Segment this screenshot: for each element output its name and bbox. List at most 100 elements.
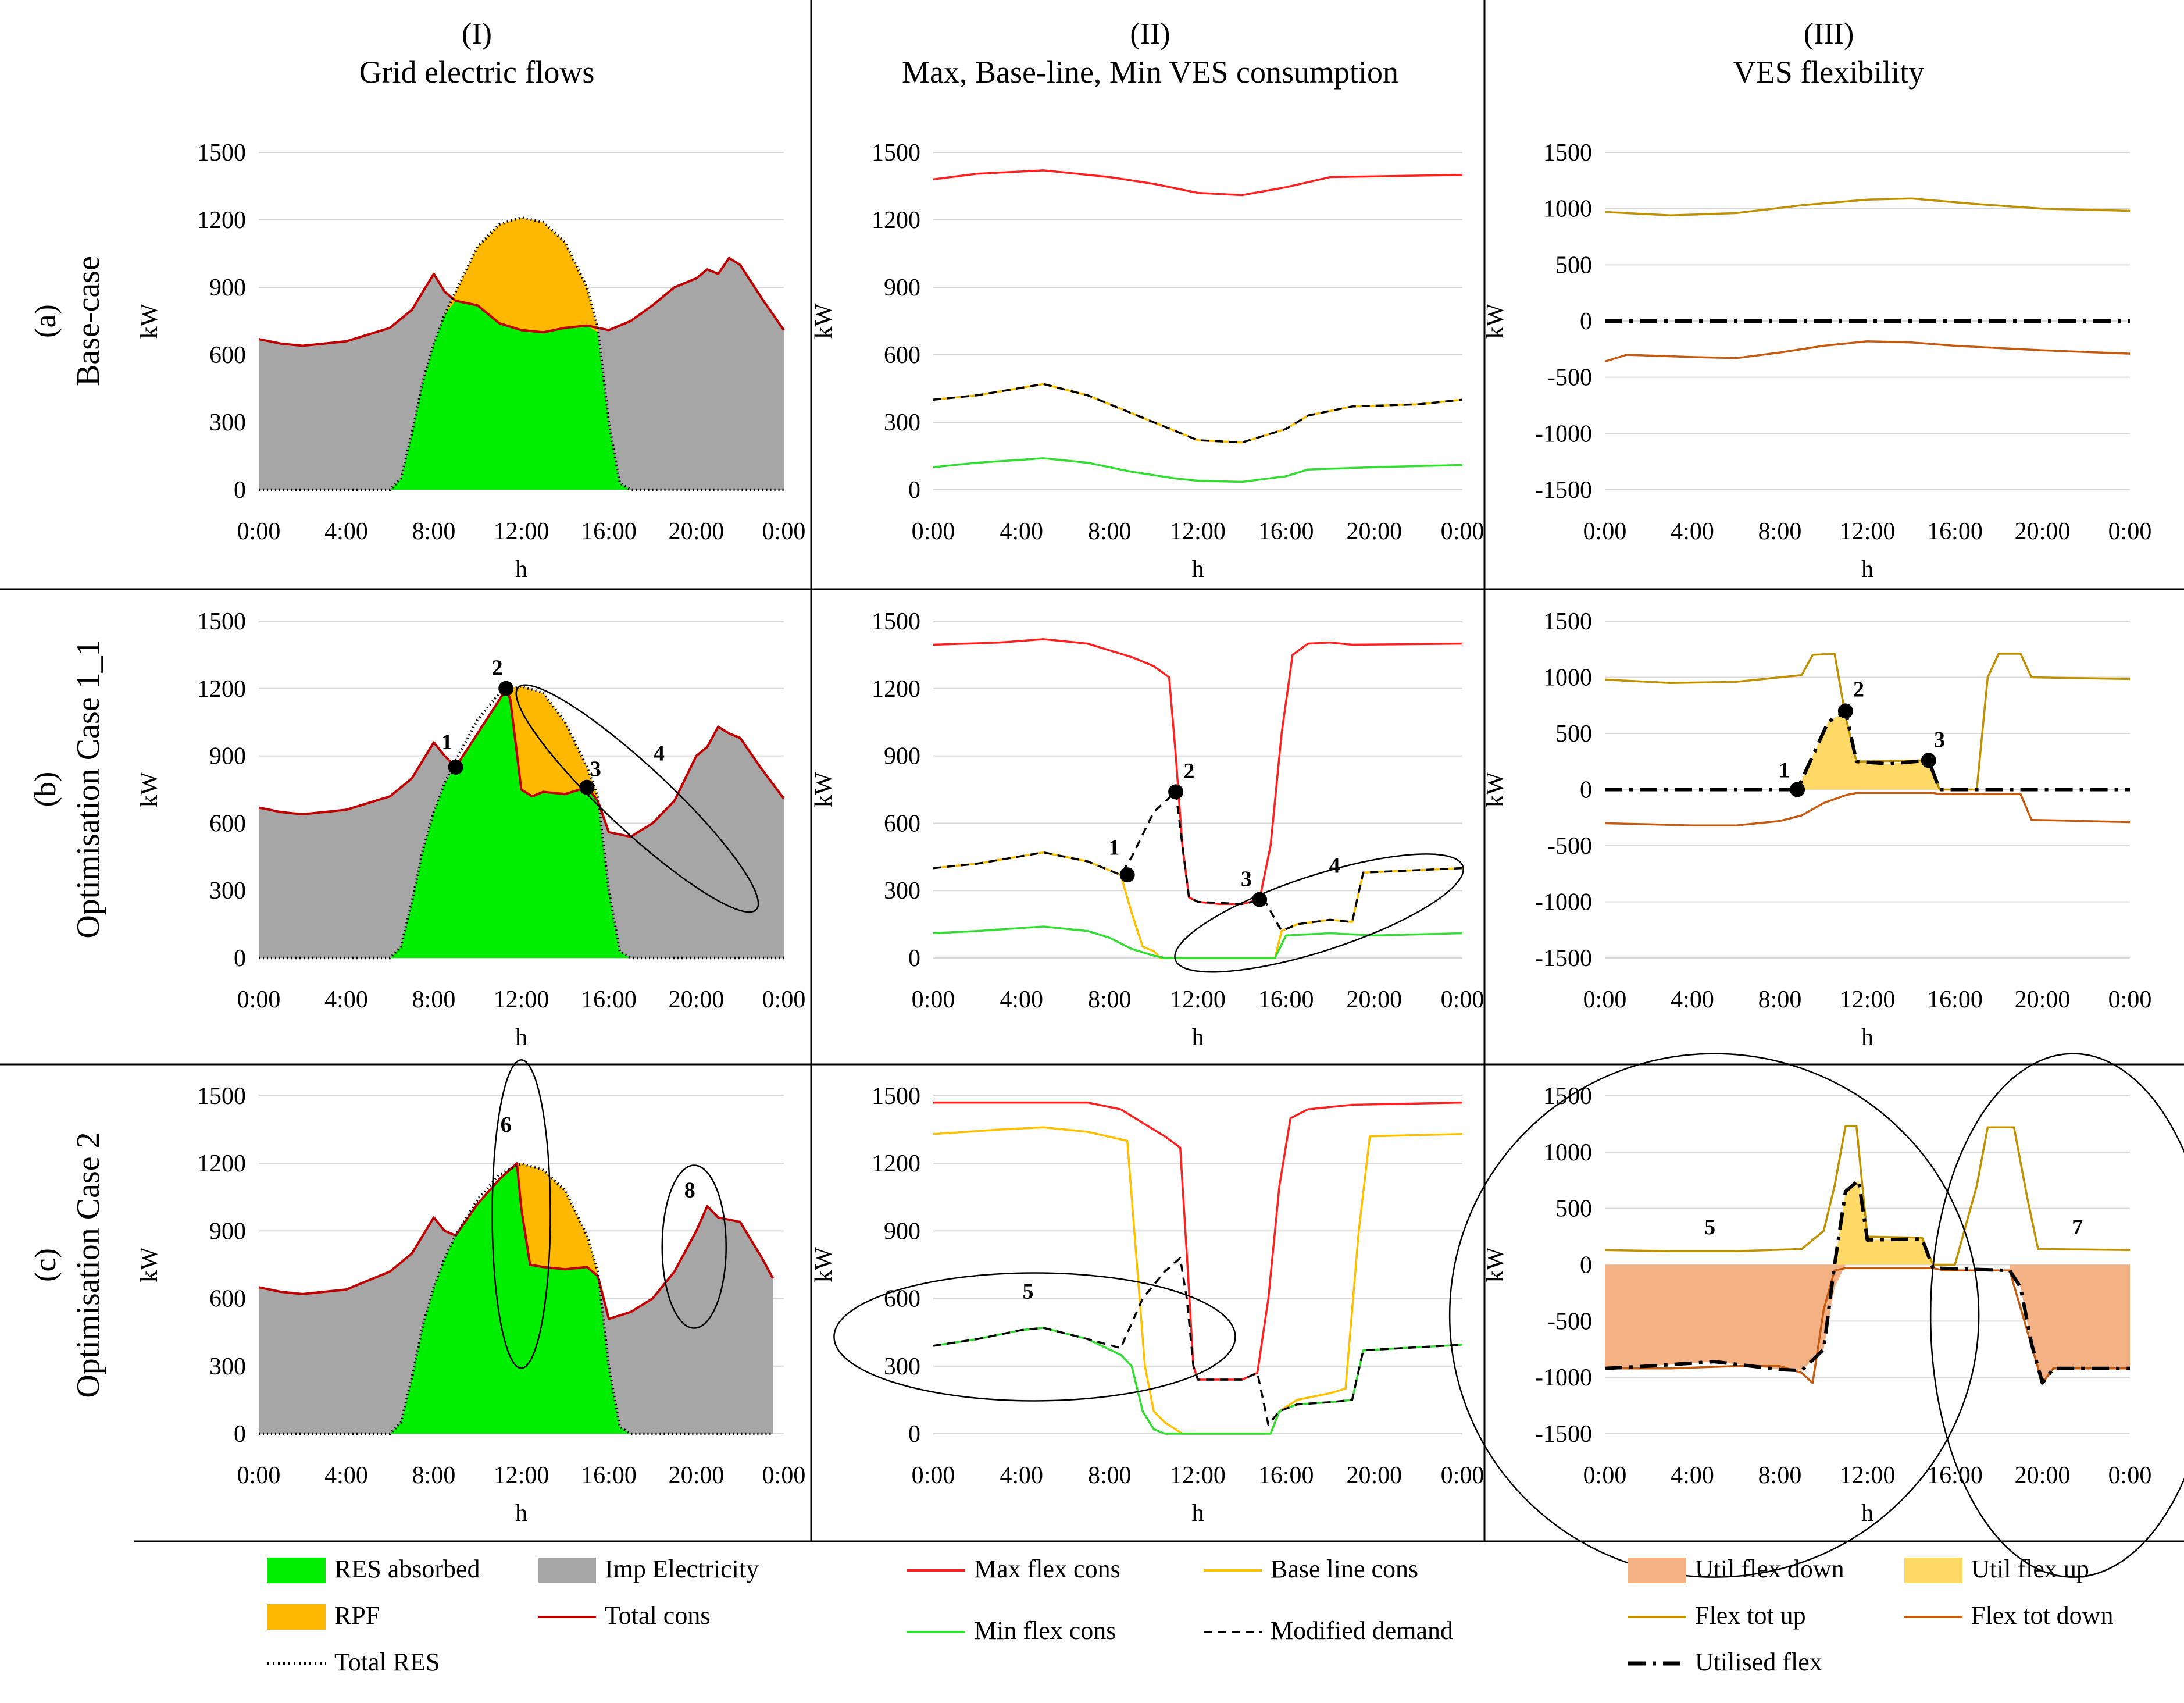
y-tick-label: 0	[1580, 308, 1592, 335]
x-tick-label: 4:00	[1671, 1462, 1714, 1489]
series-rpf-area	[444, 218, 598, 333]
x-tick-label: 12:00	[1840, 986, 1896, 1013]
chart-panel-a3: -1500 -1000 -500 0 500 1000 1500 0:00 4:00 8:00 12…	[1482, 140, 2151, 583]
column-title: VES flexibility	[1733, 55, 1924, 90]
x-tick-label: 4:00	[1671, 986, 1714, 1013]
column-numeral: (II)	[1130, 17, 1170, 51]
x-tick-label: 0:00	[2108, 986, 2152, 1013]
x-tick-label: 4:00	[324, 518, 368, 545]
y-tick-label: 600	[209, 1286, 246, 1313]
x-axis-label: h	[1192, 1024, 1204, 1051]
legend-label: Total RES	[334, 1648, 440, 1676]
legend-swatch	[267, 1604, 326, 1630]
y-tick-label: 1200	[872, 676, 920, 703]
y-tick-label: 500	[1555, 721, 1592, 747]
x-tick-label: 16:00	[1258, 1462, 1314, 1489]
chart-panel-a2: 0 300 600 900 1200 1500 0:00 4:00 8:00 12:00 16:00…	[811, 140, 1484, 583]
series-util-flex-up-area	[1797, 711, 1940, 790]
x-tick-label: 20:00	[669, 518, 725, 545]
x-tick-label: 8:00	[1758, 518, 1802, 545]
annotation-marker	[579, 779, 595, 795]
annotation-label: 4	[654, 741, 665, 765]
y-tick-label: -1500	[1535, 1421, 1592, 1448]
y-tick-label: 600	[884, 1286, 920, 1313]
y-tick-label: 1200	[197, 1150, 246, 1177]
x-tick-label: 16:00	[581, 518, 637, 545]
legend-item: RES absorbed	[267, 1555, 480, 1583]
series-rpf-area	[517, 1163, 598, 1276]
x-tick-label: 0:00	[237, 518, 281, 545]
y-tick-label: 600	[884, 810, 920, 837]
chart-panel-c1: 0 300 600 900 1200 1500 0:00 4:00 8:00 12:00 16:00…	[136, 1059, 805, 1527]
series-res-absorbed-area	[259, 1163, 784, 1434]
y-tick-label: 1500	[197, 608, 246, 635]
x-tick-label: 20:00	[669, 1462, 725, 1489]
legend-swatch	[1628, 1558, 1686, 1583]
annotation-ellipse	[515, 684, 759, 913]
x-tick-label: 20:00	[1346, 1462, 1402, 1489]
y-tick-label: 1500	[1543, 140, 1592, 166]
y-tick-label: 1200	[872, 207, 920, 234]
y-axis-label: kW	[1482, 1247, 1509, 1282]
x-tick-label: 8:00	[412, 986, 456, 1013]
y-tick-label: 1500	[872, 608, 920, 635]
x-tick-label: 0:00	[1441, 1462, 1484, 1489]
x-tick-label: 4:00	[1000, 986, 1043, 1013]
x-tick-label: 0:00	[1441, 986, 1484, 1013]
x-tick-label: 16:00	[581, 986, 637, 1013]
y-tick-label: 1200	[197, 676, 246, 703]
legend-consumption: Max flex cons Base line cons Min flex cons…	[907, 1555, 1453, 1645]
column-title: Grid electric flows	[359, 55, 595, 90]
x-tick-label: 16:00	[1258, 518, 1314, 545]
annotation-marker	[1837, 703, 1853, 719]
legend-item: Flex tot up	[1628, 1601, 1806, 1630]
legend-label: RPF	[334, 1601, 380, 1630]
x-tick-label: 16:00	[581, 1462, 637, 1489]
y-tick-label: 0	[1580, 777, 1592, 804]
series-total-res-line	[259, 216, 784, 491]
annotation-label: 3	[590, 757, 601, 781]
annotation-marker	[448, 759, 463, 775]
series-total-cons-line	[258, 1162, 774, 1320]
series-util-flex-down-area	[1605, 1264, 1846, 1371]
legend-swatch	[1904, 1558, 1962, 1583]
legend-item: Base line cons	[1204, 1555, 1418, 1583]
x-tick-label: 12:00	[494, 986, 549, 1013]
series-max-flex-cons-line	[933, 1101, 1463, 1381]
legend-item: Imp Electricity	[538, 1555, 759, 1583]
y-axis-label: kW	[1482, 303, 1509, 339]
legend-label: Base line cons	[1271, 1555, 1418, 1583]
legend-label: Util flex down	[1695, 1555, 1844, 1583]
series-modified-demand-line	[933, 383, 1463, 444]
series-max-flex-cons-line	[933, 638, 1463, 906]
row-title: Optimisation Case 2	[70, 1132, 106, 1398]
y-axis-label: kW	[811, 1247, 837, 1282]
y-tick-label: 900	[884, 1218, 920, 1245]
series-base-line-cons-line	[933, 383, 1463, 444]
y-tick-label: 300	[209, 409, 246, 436]
y-axis-label: kW	[136, 1247, 163, 1282]
y-tick-label: -1500	[1535, 945, 1592, 972]
x-tick-label: 4:00	[1000, 1462, 1043, 1489]
x-axis-label: h	[1192, 556, 1204, 583]
x-axis-label: h	[1861, 556, 1873, 583]
annotation-ellipse	[1929, 1053, 2184, 1578]
y-tick-label: 0	[908, 477, 920, 504]
series-rpf-area	[506, 686, 598, 801]
x-tick-label: 0:00	[912, 1462, 955, 1489]
annotation-label: 5	[1704, 1215, 1715, 1239]
x-tick-label: 0:00	[1441, 518, 1484, 545]
series-total-res-line	[259, 685, 784, 960]
x-axis-label: h	[515, 1024, 527, 1051]
legend-label: Total cons	[605, 1601, 710, 1630]
row-title: Base-case	[70, 256, 106, 386]
legend-label: Max flex cons	[974, 1555, 1120, 1583]
annotation-ellipse	[1174, 853, 1464, 973]
x-tick-label: 20:00	[2015, 1462, 2071, 1489]
x-tick-label: 12:00	[1840, 518, 1896, 545]
series-util-flex-down-area	[2010, 1264, 2130, 1383]
x-tick-label: 16:00	[1258, 986, 1314, 1013]
annotation-marker	[1921, 753, 1936, 768]
